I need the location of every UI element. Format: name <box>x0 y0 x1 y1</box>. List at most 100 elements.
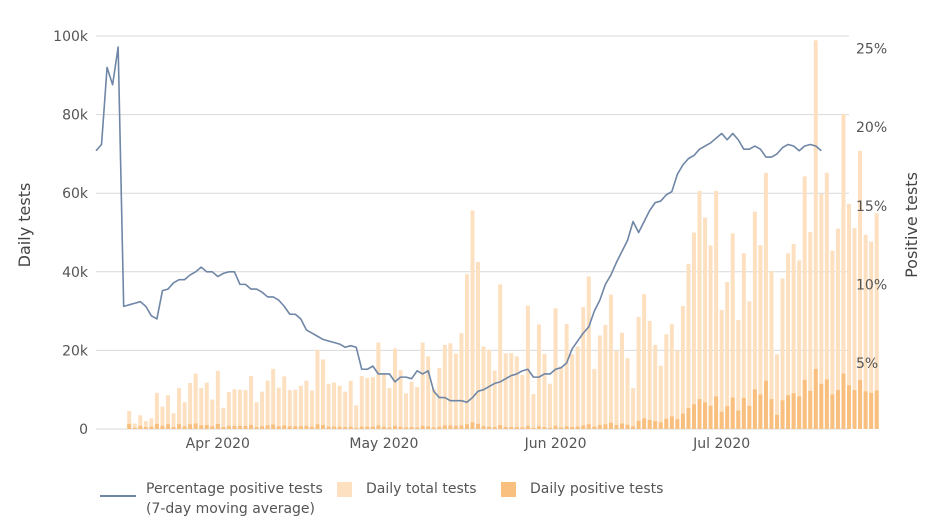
total-tests-bar <box>752 211 757 429</box>
total-tests-bar <box>332 382 337 429</box>
positive-tests-bar <box>249 425 254 429</box>
total-tests-bar <box>381 374 386 429</box>
total-tests-bar <box>154 392 159 429</box>
total-tests-bar <box>786 253 791 429</box>
positive-tests-bar <box>841 373 846 429</box>
positive-tests-bar <box>348 426 353 429</box>
positive-tests-bar <box>575 426 580 429</box>
positive-tests-bar <box>160 425 165 429</box>
positive-tests-bar <box>354 427 359 429</box>
positive-tests-bar <box>719 411 724 429</box>
positive-tests-bar <box>592 426 597 429</box>
positive-tests-bar <box>758 394 763 429</box>
positive-tests-bar <box>520 427 525 429</box>
total-tests-bar <box>210 399 215 429</box>
total-tests-bar <box>730 233 735 429</box>
total-tests-bar <box>509 353 514 429</box>
positive-tests-bar <box>260 426 265 429</box>
positive-tests-bar <box>703 402 708 429</box>
legend-label-positive: Daily positive tests <box>530 481 664 497</box>
legend-label-percentage: Percentage positive tests <box>146 481 323 497</box>
x-tick-label: Jun 2020 <box>524 436 587 452</box>
total-tests-bar <box>725 282 730 429</box>
positive-tests-bar <box>276 426 281 429</box>
positive-tests-bar <box>714 396 719 429</box>
positive-tests-bar <box>415 427 420 429</box>
total-tests-bar <box>697 190 702 429</box>
total-tests-bar <box>802 176 807 429</box>
positive-tests-bar <box>459 425 464 429</box>
total-tests-bar <box>138 415 143 429</box>
total-tests-bar <box>226 392 231 429</box>
total-tests-bar <box>531 394 536 429</box>
left-tick-label: 80k <box>62 108 89 124</box>
positive-tests-bar <box>265 425 270 429</box>
total-tests-bar <box>182 402 187 429</box>
positive-tests-bar <box>143 427 148 429</box>
right-axis-ticks: 5% 10% 15% 20% 25% <box>856 42 887 372</box>
total-tests-bar <box>282 376 287 429</box>
left-axis-ticks: 0 20k 40k 60k 80k 100k <box>53 29 89 438</box>
total-tests-bar <box>204 382 209 429</box>
positive-tests-bar <box>370 426 375 429</box>
positive-tests-bar <box>813 368 818 429</box>
positive-tests-bar <box>481 426 486 429</box>
positive-tests-bar <box>392 425 397 429</box>
positive-tests-bar <box>680 413 685 429</box>
positive-tests-bar <box>404 427 409 429</box>
positive-tests-bar <box>747 405 752 429</box>
positive-tests-bar <box>647 419 652 429</box>
positive-tests-bar <box>193 423 198 429</box>
total-tests-bar <box>614 350 619 429</box>
left-tick-label: 40k <box>62 265 89 281</box>
x-tick-label: Apr 2020 <box>186 436 250 452</box>
positive-tests-bar <box>298 426 303 429</box>
total-tests-bar <box>514 356 519 429</box>
total-tests-bar <box>525 305 530 429</box>
positive-tests-bar <box>138 425 143 429</box>
total-tests-bar <box>260 391 265 429</box>
total-tests-bar <box>874 213 879 429</box>
positive-tests-bar <box>498 425 503 429</box>
total-tests-bar <box>132 423 137 429</box>
total-tests-bar <box>127 410 132 429</box>
total-tests-bar <box>359 375 364 429</box>
total-tests-bar <box>232 389 237 429</box>
total-tests-bar <box>193 373 198 429</box>
positive-tests-bar <box>653 421 658 429</box>
total-tests-bar <box>686 263 691 429</box>
positive-tests-bar <box>775 414 780 429</box>
positive-tests-bar <box>409 427 414 429</box>
positive-tests-bar <box>730 397 735 429</box>
positive-tests-bar <box>863 391 868 429</box>
positive-tests-bar <box>669 416 674 429</box>
total-tests-bar <box>298 385 303 429</box>
right-tick-label: 5% <box>856 356 878 372</box>
total-tests-bar <box>293 389 298 429</box>
total-tests-bar <box>852 228 857 429</box>
total-tests-bar <box>265 380 270 429</box>
total-tests-bar <box>459 333 464 429</box>
total-tests-bar <box>719 309 724 429</box>
positive-tests-bar <box>536 426 541 429</box>
total-tests-bar <box>791 243 796 429</box>
total-tests-bar <box>747 301 752 429</box>
total-tests-bar <box>858 150 863 430</box>
positive-tests-bar <box>448 425 453 429</box>
total-tests-bar <box>708 245 713 429</box>
total-tests-bar <box>348 380 353 429</box>
positive-tests-bar <box>177 424 182 429</box>
positive-tests-bar <box>675 419 680 429</box>
positive-tests-bar <box>603 424 608 429</box>
total-tests-bar <box>370 377 375 429</box>
total-tests-bar <box>664 334 669 429</box>
positive-tests-bar <box>442 425 447 429</box>
positive-tests-bar <box>226 425 231 429</box>
total-tests-bar <box>276 387 281 429</box>
total-tests-bar <box>304 380 309 429</box>
total-tests-bar <box>464 274 469 429</box>
total-tests-bar <box>592 368 597 429</box>
total-tests-bar <box>714 190 719 429</box>
total-tests-bar <box>775 354 780 429</box>
